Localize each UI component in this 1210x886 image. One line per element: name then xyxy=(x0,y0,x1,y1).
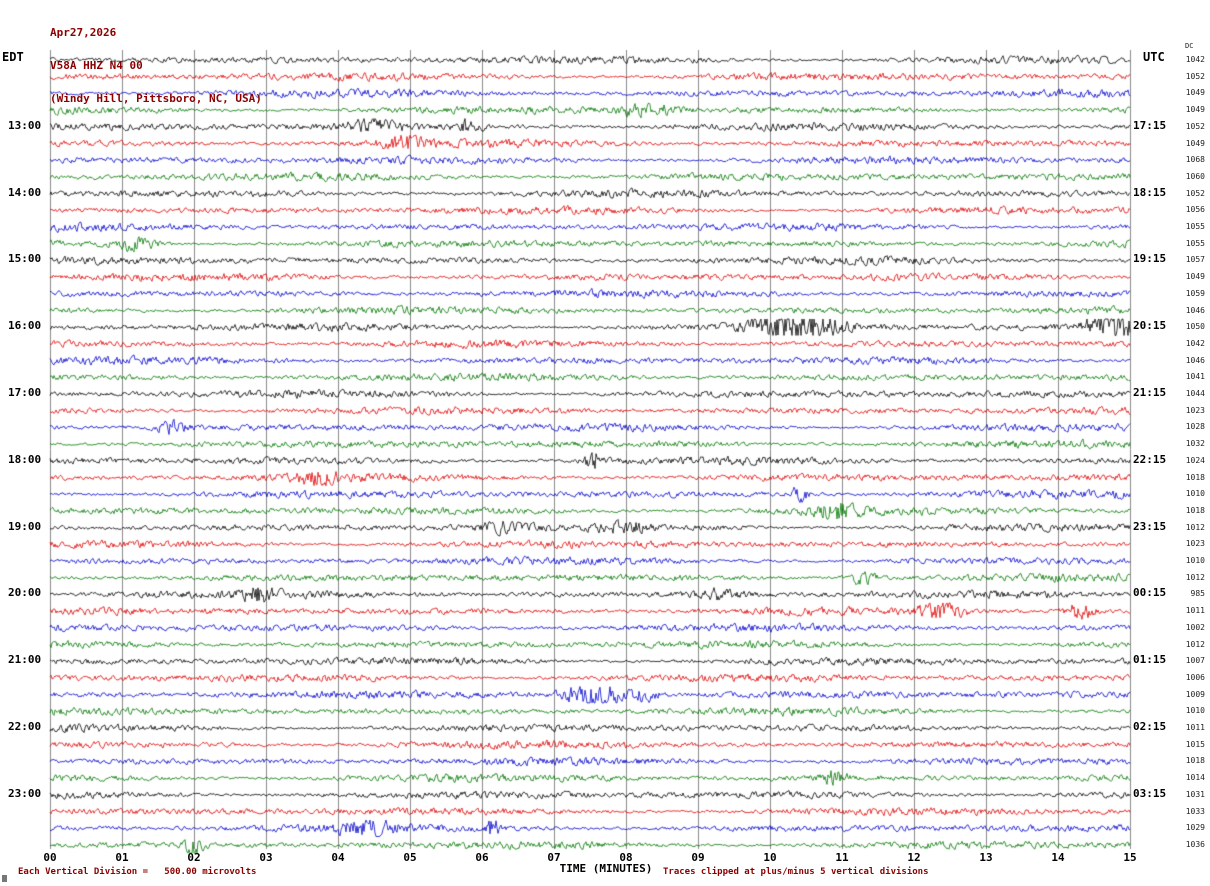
dc-value: 1023 xyxy=(1185,539,1205,549)
dc-value: 1002 xyxy=(1185,622,1205,632)
plot-header: Apr27,2026 V58A HHZ N4 00 (Windy Hill, P… xyxy=(50,5,262,126)
dc-value: 1010 xyxy=(1185,706,1205,716)
x-tick-label: 00 xyxy=(43,851,57,864)
dc-value: 1060 xyxy=(1185,171,1205,181)
left-time-label: 18:00 xyxy=(8,452,42,466)
x-tick-label: 12 xyxy=(907,851,921,864)
dc-value: 1049 xyxy=(1185,272,1205,282)
x-tick-label: 06 xyxy=(475,851,489,864)
left-time-label: 13:00 xyxy=(8,118,42,132)
dc-value: 1033 xyxy=(1185,806,1205,816)
left-time-label: 17:00 xyxy=(8,386,42,400)
dc-value: 1006 xyxy=(1185,672,1205,682)
dc-value: 1046 xyxy=(1185,355,1205,365)
dc-value: 1044 xyxy=(1185,389,1205,399)
dc-value: 1014 xyxy=(1185,773,1205,783)
dc-value: 1042 xyxy=(1185,55,1205,64)
dc-value: 1009 xyxy=(1185,689,1205,699)
dc-value: 1059 xyxy=(1185,288,1205,298)
x-tick-label: 04 xyxy=(331,851,345,864)
x-tick-label: 15 xyxy=(1123,851,1137,864)
dc-value: 1012 xyxy=(1185,572,1205,582)
left-time-label: 16:00 xyxy=(8,319,42,333)
header-location: (Windy Hill, Pittsboro, NC, USA) xyxy=(50,92,262,105)
left-time-label: 19:00 xyxy=(8,519,42,533)
corner-mark-icon xyxy=(2,875,7,882)
dc-value: 1036 xyxy=(1185,839,1205,849)
left-time-label: 23:00 xyxy=(8,786,42,800)
x-axis-title: TIME (MINUTES) xyxy=(559,862,653,875)
dc-value: 1056 xyxy=(1185,205,1205,215)
left-time-label: 14:00 xyxy=(8,185,42,199)
dc-column-header: DC xyxy=(1185,42,1194,50)
dc-value: 1052 xyxy=(1185,188,1205,198)
dc-value: 1055 xyxy=(1185,222,1205,232)
dc-value: 1010 xyxy=(1185,489,1205,499)
x-tick-label: 05 xyxy=(403,851,417,864)
right-time-label: 01:15 xyxy=(1133,653,1167,667)
x-tick-label: 10 xyxy=(763,851,777,864)
header-station: V58A HHZ N4 00 xyxy=(50,59,143,72)
x-tick-label: 02 xyxy=(187,851,201,864)
dc-value: 1052 xyxy=(1185,121,1205,131)
footer-clip-note: Traces clipped at plus/minus 5 vertical … xyxy=(663,867,929,877)
right-timezone-label: UTC xyxy=(1143,50,1165,64)
right-time-label: 18:15 xyxy=(1133,185,1167,199)
dc-value: 1055 xyxy=(1185,238,1205,248)
dc-value: 1049 xyxy=(1185,138,1205,148)
dc-value: 1010 xyxy=(1185,556,1205,566)
dc-value: 1018 xyxy=(1185,472,1205,482)
dc-value: 1031 xyxy=(1185,789,1205,799)
left-time-label: 22:00 xyxy=(8,720,42,734)
dc-value: 1015 xyxy=(1185,739,1205,749)
dc-value: 1011 xyxy=(1185,723,1205,733)
dc-value: 1041 xyxy=(1185,372,1205,382)
footer-scale-note: Each Vertical Division = 500.00 microvol… xyxy=(18,867,257,877)
x-tick-label: 14 xyxy=(1051,851,1065,864)
left-timezone-label: EDT xyxy=(2,50,24,64)
x-tick-label: 08 xyxy=(619,851,633,864)
left-time-label: 21:00 xyxy=(8,653,42,667)
dc-value: 1023 xyxy=(1185,405,1205,415)
dc-value: 1018 xyxy=(1185,505,1205,515)
dc-value: 1049 xyxy=(1185,88,1205,98)
dc-value: 1068 xyxy=(1185,155,1205,165)
left-time-label: 15:00 xyxy=(8,252,42,266)
right-time-label: 03:15 xyxy=(1133,786,1167,800)
dc-value: 1057 xyxy=(1185,255,1205,265)
right-time-label: 22:15 xyxy=(1133,452,1167,466)
right-time-label: 23:15 xyxy=(1133,519,1167,533)
right-time-label: 19:15 xyxy=(1133,252,1167,266)
x-tick-label: 07 xyxy=(547,851,561,864)
dc-value: 1018 xyxy=(1185,756,1205,766)
right-time-label: 02:15 xyxy=(1133,720,1167,734)
right-time-label: 21:15 xyxy=(1133,386,1167,400)
dc-value: 1049 xyxy=(1185,105,1205,115)
right-time-label: 17:15 xyxy=(1133,118,1167,132)
dc-value: 1011 xyxy=(1185,606,1205,616)
dc-value: 1042 xyxy=(1185,338,1205,348)
right-time-label: 20:15 xyxy=(1133,319,1167,333)
dc-value: 1012 xyxy=(1185,522,1205,532)
x-tick-label: 01 xyxy=(115,851,129,864)
dc-value: 1046 xyxy=(1185,305,1205,315)
x-tick-label: 13 xyxy=(979,851,993,864)
dc-value: 1050 xyxy=(1185,322,1205,332)
header-date: Apr27,2026 xyxy=(50,26,117,39)
dc-value: 1024 xyxy=(1185,455,1205,465)
dc-value: 985 xyxy=(1190,589,1205,599)
x-tick-label: 03 xyxy=(259,851,273,864)
dc-value: 1028 xyxy=(1185,422,1205,432)
left-time-label: 20:00 xyxy=(8,586,42,600)
dc-value: 1032 xyxy=(1185,439,1205,449)
right-time-label: 00:15 xyxy=(1133,586,1167,600)
dc-value: 1029 xyxy=(1185,823,1205,833)
x-tick-label: 09 xyxy=(691,851,705,864)
dc-value: 1007 xyxy=(1185,656,1205,666)
dc-value: 1012 xyxy=(1185,639,1205,649)
x-tick-label: 11 xyxy=(835,851,849,864)
dc-value: 1052 xyxy=(1185,71,1205,81)
